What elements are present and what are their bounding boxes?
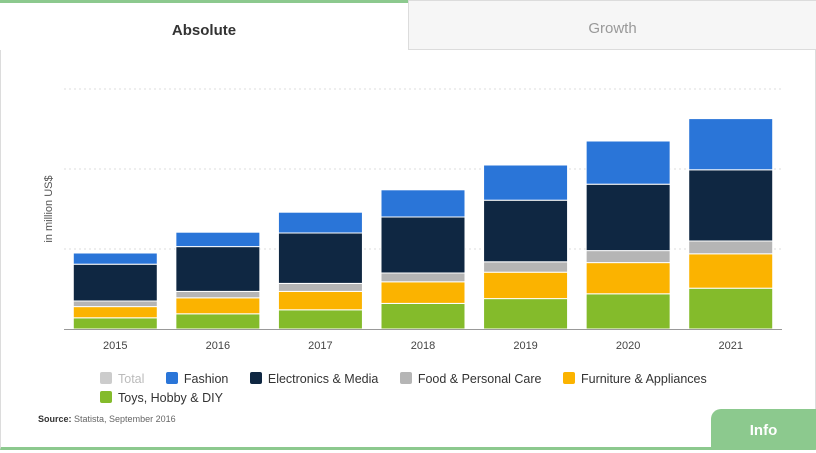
x-tick-labels: 2015 2016 2017 2018 2019 2020 2021 <box>103 340 743 352</box>
stacked-bar-chart: 2015 2016 2017 2018 2019 2020 2021 in million … <box>43 88 782 352</box>
legend-swatch-electronics <box>249 372 262 384</box>
legend-label-fashion: Fashion <box>183 372 229 386</box>
source-label: Source: <box>38 414 72 424</box>
x-tick-label-2019: 2019 <box>513 340 537 352</box>
bar-food-2019[interactable] <box>483 261 569 273</box>
legend-item-fashion[interactable]: Fashion <box>165 370 229 388</box>
bar-food-2021[interactable] <box>688 240 774 255</box>
bar-furniture-2021[interactable] <box>688 253 774 289</box>
legend-label-furniture: Furniture & Appliances <box>580 372 707 386</box>
legend-swatch-total <box>100 372 112 384</box>
x-tick-label-2017: 2017 <box>308 340 332 352</box>
legend-item-electronics[interactable]: Electronics & Media <box>249 370 379 388</box>
bars <box>72 118 774 330</box>
bar-toys-2017[interactable] <box>277 309 363 330</box>
bar-toys-2016[interactable] <box>175 313 261 330</box>
x-tick-label-2020: 2020 <box>616 340 640 352</box>
x-tick-label-2015: 2015 <box>103 340 127 352</box>
bar-fashion-2017[interactable] <box>277 211 363 234</box>
legend-item-food[interactable]: Food & Personal Care <box>399 370 542 388</box>
legend-item-furniture[interactable]: Furniture & Appliances <box>562 370 707 388</box>
bar-toys-2021[interactable] <box>688 287 774 330</box>
tab-absolute[interactable]: Absolute <box>0 0 408 50</box>
bar-fashion-2021[interactable] <box>688 118 774 171</box>
y-axis-label: in million US$ <box>43 175 55 242</box>
source-note: Source: Statista, September 2016 <box>38 414 176 424</box>
bar-fashion-2015[interactable] <box>72 252 158 265</box>
legend: Total Fashion Electronics & Media Food &… <box>100 370 780 408</box>
bar-furniture-2016[interactable] <box>175 297 261 315</box>
bar-toys-2015[interactable] <box>72 317 158 330</box>
legend-row-2: Toys, Hobby & DIY <box>100 389 780 407</box>
bar-food-2020[interactable] <box>585 250 671 264</box>
bar-toys-2019[interactable] <box>483 298 569 330</box>
legend-swatch-fashion <box>165 372 178 384</box>
bar-toys-2018[interactable] <box>380 302 466 330</box>
legend-swatch-food <box>399 372 412 384</box>
bar-electronics-2015[interactable] <box>72 263 158 302</box>
x-tick-label-2021: 2021 <box>718 340 742 352</box>
legend-item-total[interactable]: Total <box>100 370 144 388</box>
legend-swatch-furniture <box>562 372 575 384</box>
legend-swatch-toys <box>100 391 112 403</box>
tab-bar: Absolute Growth <box>0 0 816 50</box>
x-tick-label-2016: 2016 <box>206 340 230 352</box>
bar-food-2016[interactable] <box>175 290 261 299</box>
legend-label-food: Food & Personal Care <box>417 372 542 386</box>
bar-fashion-2019[interactable] <box>483 164 569 201</box>
bar-electronics-2020[interactable] <box>585 183 671 252</box>
bar-furniture-2017[interactable] <box>277 290 363 311</box>
bar-furniture-2020[interactable] <box>585 262 671 295</box>
legend-label-total: Total <box>118 372 145 386</box>
bar-fashion-2020[interactable] <box>585 140 671 185</box>
legend-label-electronics: Electronics & Media <box>267 372 379 386</box>
bar-electronics-2019[interactable] <box>483 199 569 263</box>
bar-electronics-2018[interactable] <box>380 216 466 274</box>
bar-toys-2020[interactable] <box>585 293 671 330</box>
info-button[interactable]: Info <box>711 409 816 449</box>
legend-label-toys: Toys, Hobby & DIY <box>118 391 223 405</box>
source-text: Statista, September 2016 <box>74 414 176 424</box>
legend-row-1: Total Fashion Electronics & Media Food &… <box>100 370 780 388</box>
bar-food-2015[interactable] <box>72 300 158 308</box>
x-tick-label-2018: 2018 <box>411 340 435 352</box>
bar-food-2018[interactable] <box>380 272 466 283</box>
bar-furniture-2019[interactable] <box>483 271 569 300</box>
tab-growth[interactable]: Growth <box>408 0 816 50</box>
bar-food-2017[interactable] <box>277 282 363 292</box>
bar-electronics-2021[interactable] <box>688 169 774 242</box>
bar-furniture-2015[interactable] <box>72 306 158 319</box>
bar-fashion-2016[interactable] <box>175 231 261 248</box>
bar-electronics-2016[interactable] <box>175 246 261 292</box>
bar-electronics-2017[interactable] <box>277 232 363 284</box>
bar-fashion-2018[interactable] <box>380 189 466 218</box>
bar-furniture-2018[interactable] <box>380 281 466 304</box>
legend-item-toys[interactable]: Toys, Hobby & DIY <box>100 389 223 407</box>
